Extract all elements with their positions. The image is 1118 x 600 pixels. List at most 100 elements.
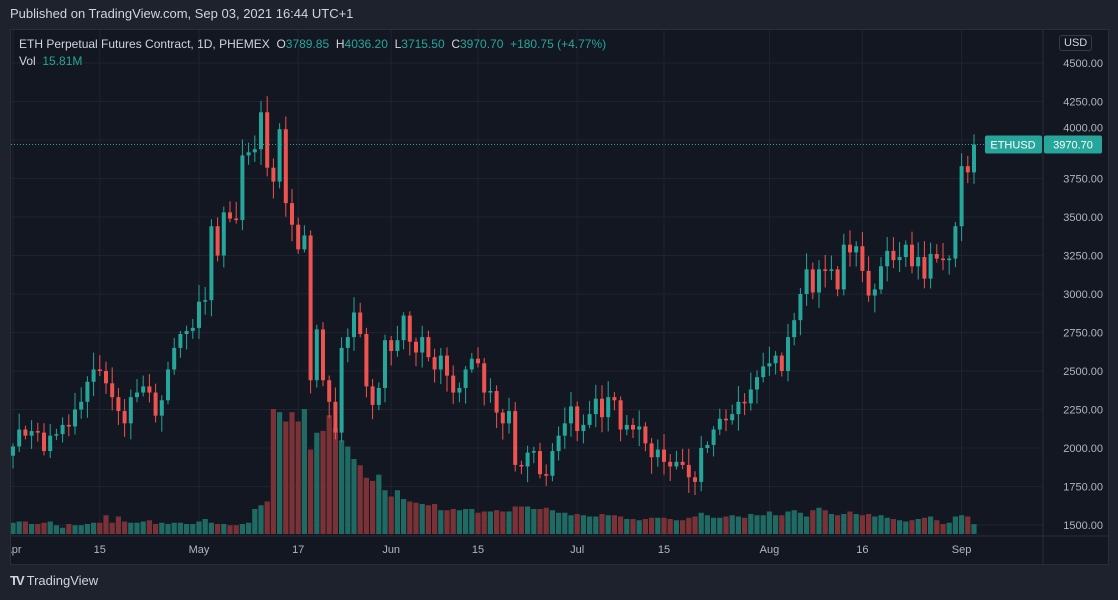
volume-bar [345, 446, 351, 534]
volume-bar [35, 524, 41, 534]
volume-bar [760, 515, 766, 534]
volume-bar [853, 514, 859, 534]
volume-bar [636, 520, 642, 534]
volume-bar [16, 521, 22, 534]
candle-body [804, 269, 809, 294]
candle-body [736, 401, 741, 415]
candle-body [54, 434, 59, 436]
volume-bar [227, 525, 233, 534]
candle-body [903, 244, 908, 258]
volume-bar [531, 509, 537, 534]
volume-bar [791, 510, 797, 534]
volume-bar [196, 521, 202, 534]
volume-bar [134, 522, 140, 534]
candle-body [252, 149, 257, 153]
volume-bar [928, 516, 934, 534]
date-tick-label: Apr [11, 544, 22, 556]
candle-body [606, 397, 611, 418]
brand-name[interactable]: TradingView [26, 573, 99, 588]
volume-bar [308, 449, 314, 534]
price-tick-label: 3750.00 [1063, 174, 1103, 186]
candle-body [947, 258, 952, 261]
candle-body [153, 392, 158, 416]
volume-bar [326, 415, 332, 534]
candle-body [562, 423, 567, 436]
price-tick-label: 2750.00 [1063, 328, 1103, 340]
date-tick-label: 15 [94, 544, 106, 556]
volume-bar [810, 510, 816, 534]
candle-body [73, 409, 77, 427]
volume-bar [717, 517, 723, 534]
volume-bar [624, 519, 630, 534]
candle-body [823, 269, 828, 271]
chart-panel[interactable]: 1500.00 1750.00 2000.00 2250.00 2500.00 2750.… [10, 29, 1109, 565]
candle-body [773, 355, 778, 364]
volume-bar [828, 514, 834, 534]
candle-body [866, 270, 871, 296]
candle-body [246, 152, 251, 156]
volume-bar [47, 521, 53, 534]
candle-body [519, 464, 524, 467]
volume-bar [686, 517, 692, 534]
volume-bar [370, 480, 376, 534]
volume-bar [549, 510, 555, 534]
candle-body [928, 253, 933, 279]
symbol-title: ETH Perpetual Futures Contract, 1D, PHEM… [19, 37, 270, 51]
candle-body [358, 312, 363, 335]
candle-body [141, 386, 146, 393]
volume-bar [835, 515, 841, 534]
candle-body [364, 334, 369, 387]
volume-bar [115, 516, 121, 534]
volume-bar [735, 516, 741, 534]
candle-body [197, 301, 201, 328]
volume-bar [543, 507, 549, 534]
candle-body [302, 235, 307, 250]
candle-body [48, 435, 53, 452]
last-price-label: 3970.70 [1053, 140, 1093, 152]
candle-body [848, 244, 852, 253]
volume-bar [444, 510, 450, 534]
candle-body [11, 446, 15, 456]
candle-body [581, 424, 586, 432]
volume-bar [425, 505, 431, 534]
volume-bar [804, 516, 810, 534]
candle-body [767, 363, 772, 367]
candle-body [240, 155, 245, 221]
volume-bar [432, 504, 438, 534]
volume-bar [394, 490, 400, 534]
volume-bar [357, 465, 363, 534]
candle-body [104, 371, 108, 384]
candle-body [829, 269, 834, 271]
date-tick-label: 15 [658, 544, 670, 556]
volume-bar [314, 432, 320, 534]
volume-bar [921, 517, 927, 534]
price-tick-label: 1500.00 [1063, 520, 1103, 532]
candle-body [426, 337, 431, 358]
volume-bar [283, 421, 289, 534]
candle-body [569, 406, 573, 424]
candle-body [600, 398, 604, 418]
candle-body [531, 451, 536, 453]
price-tick-label: 3000.00 [1063, 289, 1103, 301]
volume-bar [587, 516, 593, 534]
volume-bar [97, 522, 103, 534]
volume-bar [463, 509, 469, 534]
candle-body [494, 391, 499, 413]
volume-bar [742, 517, 748, 534]
volume-bar [915, 519, 921, 534]
candle-body [841, 244, 846, 290]
candle-body [792, 320, 797, 338]
currency-button[interactable]: USD [1059, 35, 1093, 51]
volume-bar [246, 522, 252, 534]
candlestick-chart[interactable]: 1500.00 1750.00 2000.00 2250.00 2500.00 2750.… [11, 30, 1109, 565]
candle-body [469, 358, 474, 370]
candle-body [407, 315, 412, 342]
volume-bar [859, 515, 865, 534]
candle-body [916, 257, 921, 267]
volume-bar [84, 524, 90, 534]
symbol-tag-label: ETHUSD [990, 140, 1035, 152]
candle-body [259, 112, 263, 150]
volume-bar [450, 509, 456, 534]
volume-bar [475, 512, 481, 534]
volume-label: Vol [19, 54, 36, 68]
